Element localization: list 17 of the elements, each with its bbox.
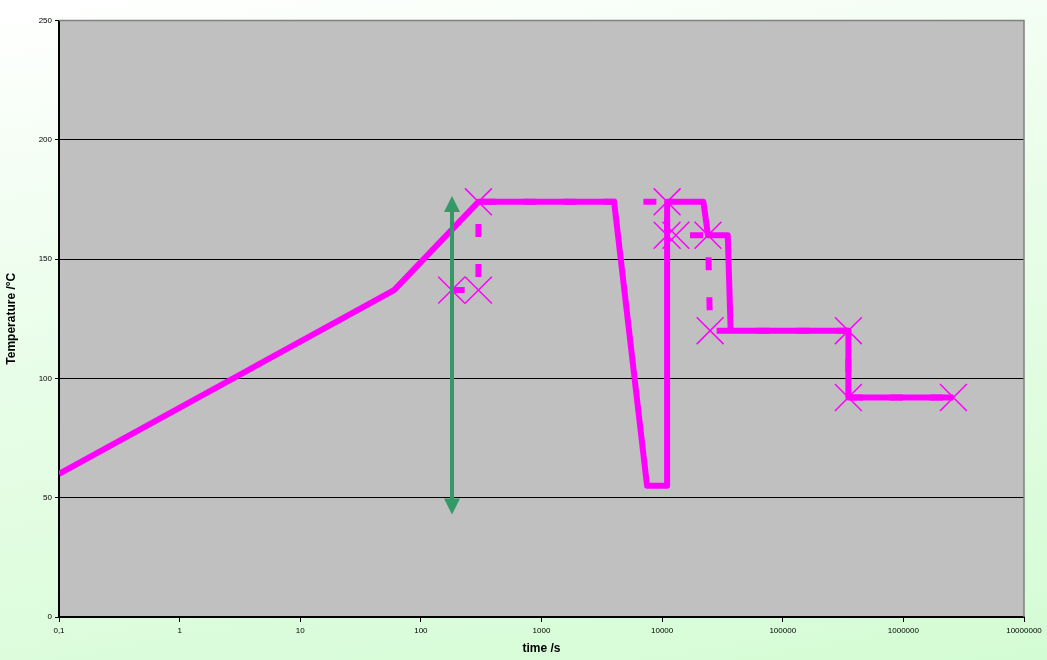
- x-tick-label: 1: [177, 626, 183, 635]
- y-tick-label: 100: [38, 373, 53, 383]
- y-tick-label: 250: [38, 15, 53, 25]
- y-tick-label: 200: [38, 135, 53, 144]
- y-tick-label: 0: [47, 612, 53, 622]
- y-tick-label: 150: [38, 254, 53, 264]
- y-tick-label: 50: [43, 492, 53, 502]
- x-tick-label: 100: [414, 626, 429, 635]
- x-tick-label: 0,1: [53, 626, 66, 635]
- x-tick-label: 10000000: [1006, 626, 1043, 635]
- y-axis-title: Temperature /°C: [3, 272, 18, 365]
- x-tick-label: 100000: [769, 626, 797, 635]
- x-tick-label: 10000: [651, 626, 674, 635]
- x-axis-title: time /s: [522, 641, 561, 656]
- x-tick-label: 10: [295, 626, 306, 635]
- x-tick-label: 1000: [532, 626, 551, 635]
- x-tick-label: 1000000: [887, 626, 920, 635]
